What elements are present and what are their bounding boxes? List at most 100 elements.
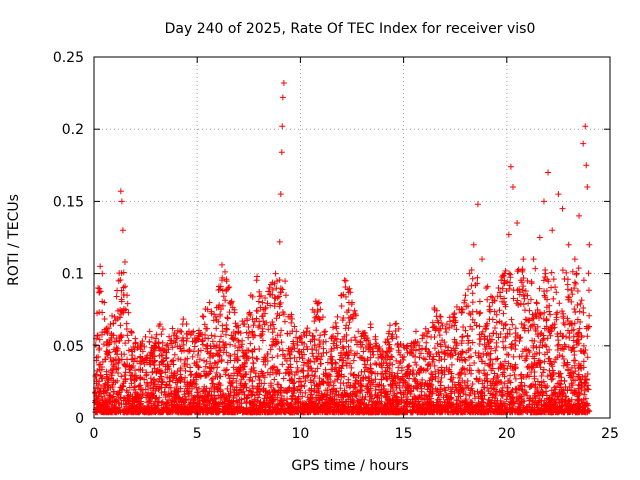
data-point (97, 288, 104, 295)
data-point (441, 387, 448, 394)
data-point (393, 320, 400, 327)
data-point (582, 372, 589, 379)
data-point (255, 298, 262, 305)
data-point (199, 313, 206, 320)
data-point (265, 400, 272, 407)
data-point (549, 367, 556, 374)
data-point (343, 362, 350, 369)
data-point (540, 277, 547, 284)
data-point (350, 357, 357, 364)
data-point (517, 393, 524, 400)
data-point (527, 394, 534, 401)
data-point (417, 350, 424, 357)
data-point (193, 384, 200, 391)
data-point (135, 383, 142, 390)
data-point (558, 386, 565, 393)
data-point (216, 401, 223, 408)
data-point (435, 319, 442, 326)
data-point (478, 404, 485, 411)
data-point (451, 347, 458, 354)
data-point (480, 367, 487, 374)
data-point (534, 378, 541, 385)
data-point (331, 396, 338, 403)
data-point (274, 366, 281, 373)
data-point (474, 274, 481, 281)
data-point (132, 355, 138, 362)
data-point (299, 355, 306, 362)
data-point (316, 343, 323, 350)
data-point (568, 298, 575, 305)
data-point (128, 328, 135, 335)
data-point (139, 408, 146, 415)
data-point (481, 333, 488, 340)
data-point (171, 351, 178, 358)
data-point (467, 323, 474, 330)
data-point (259, 325, 266, 332)
data-point (322, 328, 329, 335)
data-point (107, 384, 114, 391)
data-point (545, 169, 552, 176)
data-point (222, 367, 229, 374)
data-point (469, 380, 476, 387)
data-point (585, 407, 592, 414)
data-point (112, 348, 119, 355)
data-point (533, 344, 540, 351)
data-point (542, 274, 549, 281)
data-point (174, 343, 181, 350)
data-point (443, 329, 450, 336)
data-point (330, 340, 337, 347)
data-point (224, 314, 231, 321)
data-point (533, 313, 540, 320)
data-point (342, 351, 349, 358)
data-point (213, 395, 220, 402)
data-point (556, 352, 563, 359)
data-point (470, 241, 477, 248)
data-point (175, 377, 182, 384)
data-point (285, 313, 292, 320)
data-point (172, 408, 179, 415)
data-point (222, 297, 229, 304)
data-point (181, 391, 188, 398)
data-point (155, 340, 162, 347)
data-point (323, 391, 330, 398)
data-point (249, 328, 256, 335)
data-point (352, 392, 359, 399)
data-point (407, 391, 414, 398)
data-point (549, 227, 556, 234)
data-point (171, 372, 178, 379)
data-point (191, 335, 198, 342)
data-point (459, 357, 466, 364)
data-point (473, 407, 480, 414)
data-point (308, 398, 315, 405)
data-point (103, 389, 110, 396)
data-point (175, 404, 182, 411)
data-point (581, 350, 588, 357)
data-point (164, 341, 171, 348)
data-point (580, 277, 587, 284)
data-point (118, 308, 125, 315)
data-point (245, 323, 252, 330)
data-point (116, 357, 123, 364)
data-point (311, 336, 318, 343)
data-point (512, 386, 519, 393)
data-point (264, 350, 271, 357)
data-point (568, 387, 575, 394)
data-point (373, 340, 380, 347)
data-point (343, 350, 350, 357)
data-point (288, 319, 295, 326)
data-point (333, 342, 340, 349)
data-point (550, 390, 557, 397)
data-point (219, 399, 226, 406)
data-point (206, 299, 213, 306)
data-marks (92, 79, 593, 416)
data-point (284, 389, 291, 396)
data-point (286, 370, 293, 377)
data-point (217, 347, 224, 354)
data-point (149, 385, 156, 392)
data-point (184, 361, 191, 368)
data-point (330, 385, 337, 392)
data-point (486, 316, 493, 323)
data-point (270, 364, 277, 371)
data-point (464, 332, 471, 339)
